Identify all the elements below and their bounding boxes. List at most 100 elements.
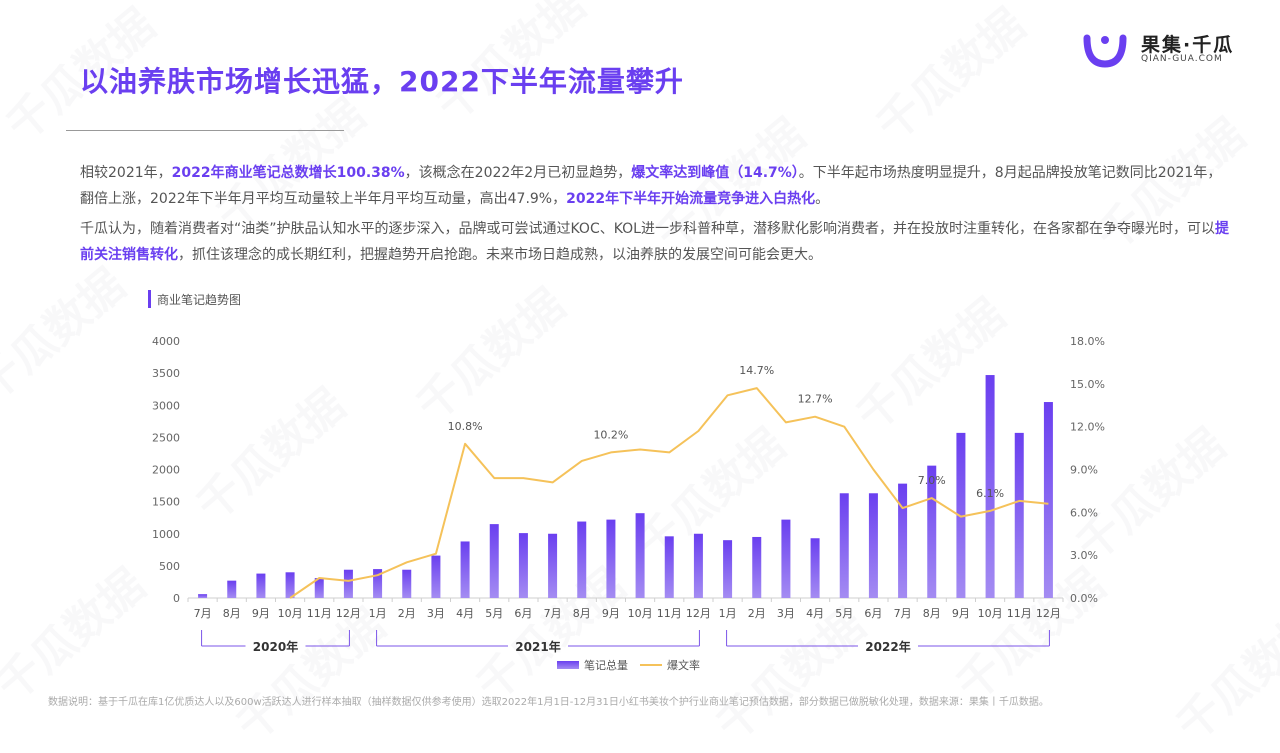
bar-notes-total xyxy=(635,513,645,598)
x-axis-tick-label: 4月 xyxy=(456,607,474,620)
left-axis-tick-label: 500 xyxy=(159,560,180,573)
x-axis-tick-label: 11月 xyxy=(1007,607,1032,620)
highlight-text: 2022年商业笔记总数增长100.38% xyxy=(171,165,405,181)
x-axis-tick-label: 7月 xyxy=(894,607,912,620)
left-axis-tick-label: 2000 xyxy=(152,464,180,477)
body-text: 。 xyxy=(815,191,830,207)
bar-notes-total xyxy=(198,594,208,598)
right-axis-tick-label: 9.0% xyxy=(1070,464,1098,477)
legend-swatch-bar xyxy=(557,661,579,669)
left-axis-tick-label: 1000 xyxy=(152,528,180,541)
watermark-text: 千瓜数据 xyxy=(867,0,1035,152)
x-axis-tick-label: 12月 xyxy=(1036,607,1061,620)
data-point-label: 12.7% xyxy=(798,393,833,406)
right-axis-tick-label: 12.0% xyxy=(1070,421,1105,434)
bar-notes-total xyxy=(431,555,441,598)
summary-paragraph-1: 相较2021年，2022年商业笔记总数增长100.38%，该概念在2022年2月… xyxy=(80,160,1230,212)
bar-notes-total xyxy=(985,375,995,598)
bar-notes-total xyxy=(927,465,937,598)
x-axis-tick-label: 9月 xyxy=(252,607,270,620)
x-axis-tick-label: 6月 xyxy=(514,607,532,620)
x-axis-tick-label: 9月 xyxy=(952,607,970,620)
chart-title: 商业笔记趋势图 xyxy=(157,293,242,307)
bar-notes-total xyxy=(460,541,470,598)
x-axis-tick-label: 10月 xyxy=(628,607,653,620)
year-group-label: 2022年 xyxy=(865,639,910,654)
right-axis-tick-label: 3.0% xyxy=(1070,549,1098,562)
bar-notes-total xyxy=(402,569,412,598)
x-axis-tick-label: 10月 xyxy=(278,607,303,620)
bar-notes-total xyxy=(810,538,820,598)
bar-notes-total xyxy=(518,533,528,598)
data-footnote: 数据说明：基于千瓜在库1亿优质达人以及600w活跃达人进行样本抽取（抽样数据仅供… xyxy=(48,697,1049,708)
data-point-label: 14.7% xyxy=(739,364,774,377)
x-axis-tick-label: 8月 xyxy=(923,607,941,620)
body-text: ，该概念在2022年2月已初显趋势， xyxy=(404,165,632,181)
highlight-text: 2022年下半年开始流量竞争进入白热化 xyxy=(566,191,816,207)
bar-notes-total xyxy=(343,569,353,598)
bar-notes-total xyxy=(577,521,587,598)
right-axis-tick-label: 18.0% xyxy=(1070,335,1105,348)
x-axis-tick-label: 1月 xyxy=(719,607,737,620)
left-axis-tick-label: 1500 xyxy=(152,496,180,509)
bar-notes-total xyxy=(868,493,878,598)
bar-notes-total xyxy=(489,524,499,598)
left-axis-tick-label: 0 xyxy=(173,592,180,605)
x-axis-tick-label: 3月 xyxy=(427,607,445,620)
title-divider xyxy=(66,130,344,131)
right-axis-tick-label: 6.0% xyxy=(1070,506,1098,519)
highlight-text: 爆文率达到峰值（14.7%） xyxy=(631,165,799,181)
chart-title-marker xyxy=(148,290,151,308)
year-group-label: 2020年 xyxy=(253,639,298,654)
brand-logo-icon xyxy=(1083,34,1127,68)
x-axis-tick-label: 1月 xyxy=(369,607,387,620)
x-axis-tick-label: 11月 xyxy=(657,607,682,620)
line-viral-rate xyxy=(289,387,1049,599)
bar-notes-total xyxy=(898,483,908,598)
left-axis-tick-label: 2500 xyxy=(152,431,180,444)
left-axis-tick-label: 3000 xyxy=(152,399,180,412)
brand-url: QIAN-GUA.COM xyxy=(1141,54,1223,64)
year-group-label: 2021年 xyxy=(515,639,560,654)
legend-label: 爆文率 xyxy=(667,658,700,672)
bar-notes-total xyxy=(1014,432,1024,598)
x-axis-tick-label: 8月 xyxy=(573,607,591,620)
x-axis-tick-label: 6月 xyxy=(864,607,882,620)
bar-notes-total xyxy=(285,572,295,598)
bar-notes-total xyxy=(664,536,674,598)
bar-notes-total xyxy=(1043,402,1053,598)
notes-trend-chart: 0 500 1000 1500 2000 2500 3000 3500 4000 0.0% 3.0%… xyxy=(152,335,1105,672)
bar-notes-total xyxy=(606,519,616,598)
bar-notes-total xyxy=(752,536,762,598)
x-axis-tick-label: 12月 xyxy=(336,607,361,620)
left-axis-tick-label: 3500 xyxy=(152,367,180,380)
x-axis-tick-label: 2月 xyxy=(748,607,766,620)
bar-notes-total xyxy=(693,533,703,598)
data-point-label: 7.0% xyxy=(918,474,946,487)
bar-notes-total xyxy=(548,533,558,598)
data-point-label: 10.2% xyxy=(593,428,628,441)
brand-name: 果集·千瓜 xyxy=(1141,34,1235,56)
bar-notes-total xyxy=(839,493,849,598)
x-axis-tick-label: 9月 xyxy=(602,607,620,620)
left-axis-tick-label: 4000 xyxy=(152,335,180,348)
data-point-label: 10.8% xyxy=(448,420,483,433)
x-axis-tick-label: 11月 xyxy=(307,607,332,620)
x-axis-tick-label: 7月 xyxy=(544,607,562,620)
bar-notes-total xyxy=(781,519,791,598)
bar-notes-total xyxy=(314,578,324,598)
summary-paragraph-2: 千瓜认为，随着消费者对“油类”护肤品认知水平的逐步深入，品牌或可尝试通过KOC、… xyxy=(80,216,1230,268)
bar-notes-total xyxy=(373,569,383,598)
x-axis-tick-label: 10月 xyxy=(978,607,1003,620)
x-axis-tick-label: 5月 xyxy=(835,607,853,620)
body-text: 千瓜认为，随着消费者对“油类”护肤品认知水平的逐步深入，品牌或可尝试通过KOC、… xyxy=(80,221,1215,237)
x-axis-tick-label: 4月 xyxy=(806,607,824,620)
bar-notes-total xyxy=(227,580,237,598)
body-text: 相较2021年， xyxy=(80,165,172,181)
right-axis-tick-label: 15.0% xyxy=(1070,378,1105,391)
page-title: 以油养肤市场增长迅猛，2022下半年流量攀升 xyxy=(80,65,684,98)
bar-notes-total xyxy=(723,540,733,598)
x-axis-tick-label: 12月 xyxy=(686,607,711,620)
highlight-text: 提前关注销售转化 xyxy=(80,221,1229,263)
bar-notes-total xyxy=(256,573,266,598)
